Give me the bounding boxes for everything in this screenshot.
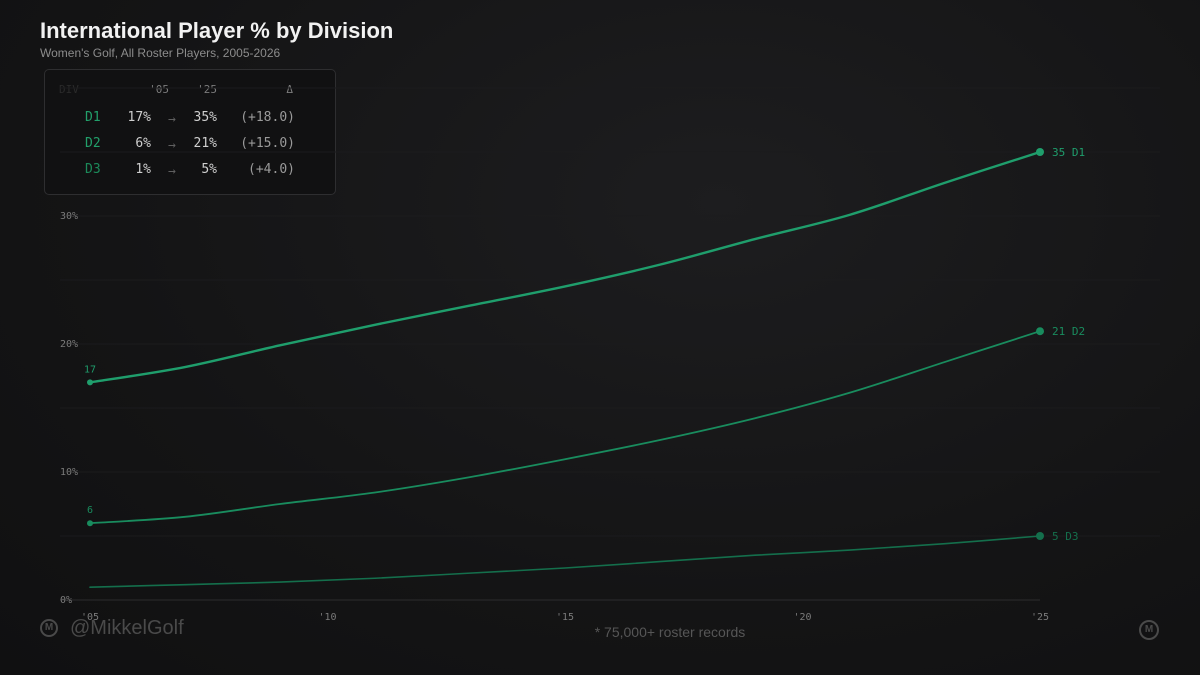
- footnote: * 75,000+ roster records: [594, 624, 746, 640]
- author-handle: @MikkelGolf: [70, 617, 184, 639]
- end-point-d3: [1036, 532, 1044, 540]
- y-tick-label-3: 30%: [60, 211, 78, 222]
- summary-row-d1-delta: (+18.0): [240, 110, 295, 125]
- summary-row-d2-end: 21%: [193, 136, 217, 151]
- summary-row-d2-arrow: →: [168, 138, 176, 153]
- summary-header-division: DIV: [59, 83, 79, 96]
- end-label-d1: 35 D1: [1052, 146, 1085, 159]
- summary-row-d2-delta: (+15.0): [240, 136, 295, 151]
- summary-header-start: '05: [149, 83, 169, 96]
- x-tick-label-0: '05: [81, 612, 99, 623]
- summary-row-d1-division: D1: [85, 110, 101, 125]
- summary-row-d1-arrow: →: [168, 112, 176, 127]
- summary-row-d2-start: 6%: [135, 136, 151, 151]
- y-tick-label-0: 0%: [60, 595, 72, 606]
- mikkel-logo-icon: M: [40, 619, 58, 637]
- series-line-d3: [89, 535, 1041, 588]
- summary-row-d3-end: 5%: [201, 162, 217, 177]
- end-point-d2: [1036, 327, 1044, 336]
- start-point-d2: [87, 520, 93, 527]
- summary-table: DIV '05 '25 Δ D1 17% → 35% (+18.0) D2 6%…: [44, 69, 336, 195]
- end-label-d3: 5 D3: [1052, 530, 1079, 543]
- x-tick-label-3: '20: [793, 612, 811, 623]
- y-tick-label-1: 10%: [60, 467, 78, 478]
- chart-title: International Player % by Division: [40, 18, 394, 43]
- summary-row-d3-delta: (+4.0): [248, 162, 295, 177]
- summary-row-d1-start: 17%: [127, 110, 151, 125]
- x-tick-label-2: '15: [556, 612, 574, 623]
- summary-row-d1-end: 35%: [193, 110, 217, 125]
- summary-header-end: '25: [197, 83, 217, 96]
- start-point-d1: [87, 379, 93, 386]
- series-line-d2: [89, 330, 1041, 525]
- y-tick-label-2: 20%: [60, 339, 78, 350]
- summary-header-delta: Δ: [286, 83, 293, 96]
- x-tick-label-1: '10: [318, 612, 336, 623]
- summary-row-d3-start: 1%: [135, 162, 151, 177]
- summary-row-d2-division: D2: [85, 136, 101, 151]
- start-label-d1: 17: [84, 364, 96, 375]
- summary-row-d3-division: D3: [85, 162, 101, 177]
- end-point-d1: [1036, 148, 1044, 156]
- chart-subtitle: Women's Golf, All Roster Players, 2005-2…: [40, 46, 281, 60]
- summary-row-d3-arrow: →: [168, 164, 176, 179]
- x-tick-label-4: '25: [1031, 612, 1049, 623]
- series-line-d1: [88, 150, 1042, 384]
- mikkel-logo-icon-right: M: [1139, 620, 1159, 640]
- start-label-d2: 6: [87, 505, 93, 516]
- end-label-d2: 21 D2: [1052, 325, 1085, 338]
